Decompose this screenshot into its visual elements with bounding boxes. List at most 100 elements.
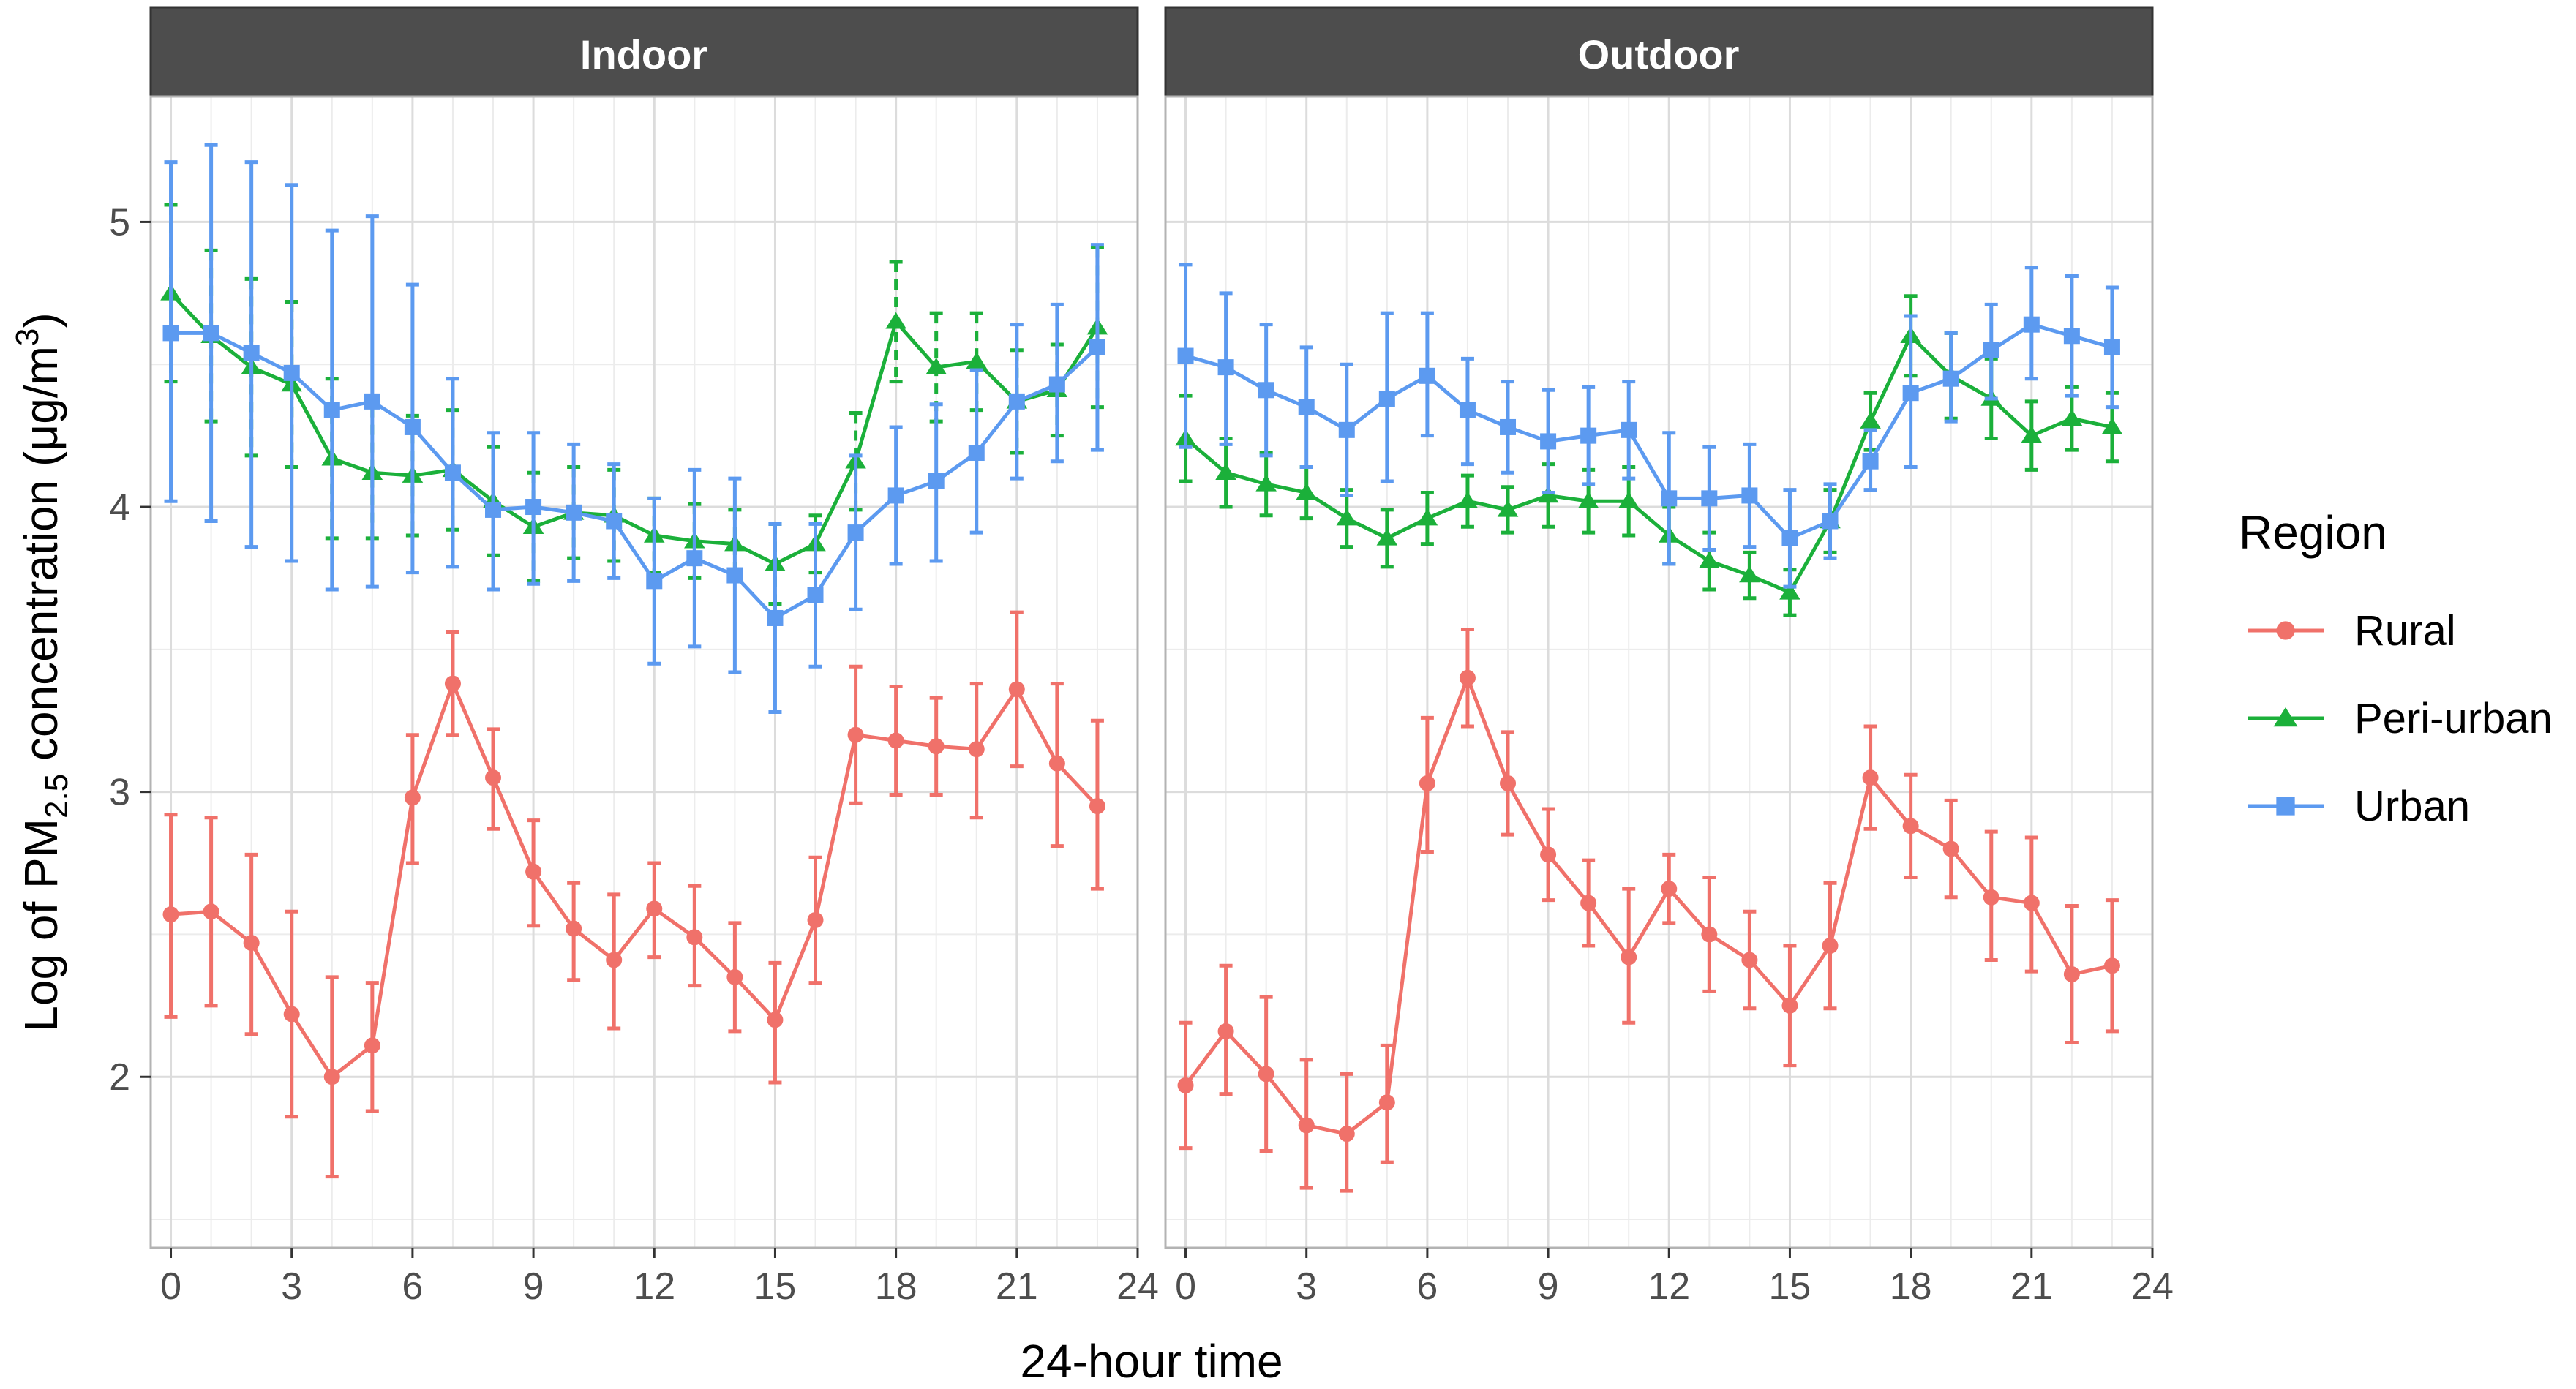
point-rural (1177, 1077, 1194, 1093)
point-urban (847, 524, 864, 541)
legend-label-rural: Rural (2354, 607, 2456, 655)
line-peri-urban (169, 292, 1100, 566)
point-urban (1540, 433, 1557, 450)
point-urban (2103, 339, 2120, 355)
legend-item-peri-urban: Peri-urban (2248, 695, 2553, 742)
point-rural (162, 906, 179, 923)
point-rural (767, 1012, 784, 1028)
point-rural (1942, 840, 1959, 857)
point-rural (686, 929, 703, 946)
x-tick-label: 24 (2131, 1265, 2174, 1308)
panel-indoor-title: Indoor (580, 31, 707, 78)
x-tick-label: 3 (281, 1265, 302, 1308)
point-rural (1701, 926, 1718, 943)
legend-key-marker-urban (2276, 797, 2295, 816)
point-urban (404, 418, 421, 435)
point-urban (566, 504, 582, 521)
point-urban (2063, 328, 2080, 345)
point-rural (887, 732, 904, 749)
x-tick-label: 6 (402, 1265, 423, 1308)
point-urban (1459, 402, 1476, 418)
point-rural (1298, 1117, 1315, 1134)
point-urban (1621, 421, 1637, 438)
point-urban (968, 445, 985, 462)
x-axis-title: 24-hour time (1020, 1335, 1283, 1388)
panel-outdoor-x-ticks: 0 3 6 9 12 15 18 21 24 (1175, 1248, 2174, 1308)
point-urban (1701, 490, 1718, 507)
point-rural (1338, 1126, 1355, 1143)
point-rural (323, 1069, 340, 1085)
point-rural (444, 675, 461, 692)
legend-items: Rural Peri-urban Urban (2248, 607, 2553, 830)
y-axis-title-mid: concentration (μg/m (15, 346, 67, 774)
panel-indoor-data (160, 143, 1108, 1179)
x-tick-label: 21 (2010, 1265, 2053, 1308)
point-urban (686, 550, 703, 567)
point-rural (606, 952, 623, 968)
y-axis-title: Log of PM2.5 concentration (μg/m3) (10, 312, 75, 1031)
point-rural (1008, 681, 1025, 698)
point-urban (1661, 490, 1678, 507)
point-rural (1459, 669, 1476, 686)
point-urban (1781, 530, 1798, 546)
point-urban (1177, 347, 1194, 364)
point-rural (1902, 818, 1919, 835)
x-tick-label: 21 (996, 1265, 1038, 1308)
point-urban (1580, 427, 1597, 444)
panel-indoor-strip (149, 6, 1139, 98)
series-outdoor-urban (1177, 263, 2120, 589)
x-tick-label: 12 (633, 1265, 675, 1308)
x-tick-label: 18 (875, 1265, 917, 1308)
point-urban (1378, 390, 1395, 407)
point-peri-urban (1699, 552, 1720, 568)
point-urban (1862, 453, 1879, 470)
point-rural (2103, 957, 2120, 974)
point-peri-urban (1779, 582, 1800, 600)
point-urban (1217, 359, 1234, 376)
point-peri-urban (1860, 412, 1881, 429)
y-tick-label: 3 (109, 772, 130, 814)
legend-key-marker-peri-urban (2273, 707, 2298, 727)
point-urban (1008, 393, 1025, 410)
point-rural (1217, 1023, 1234, 1039)
point-rural (646, 900, 663, 917)
point-rural (807, 911, 824, 928)
x-tick-label: 0 (1175, 1265, 1196, 1308)
point-rural (1580, 895, 1597, 911)
panel-indoor-border (149, 95, 1139, 1249)
y-tick-label: 2 (109, 1056, 130, 1099)
point-peri-urban (1457, 492, 1479, 508)
point-urban (887, 487, 904, 504)
y-axis-title-pre: Log of PM (15, 818, 67, 1032)
point-urban (1822, 513, 1839, 530)
legend: Region Rural Peri-urban Urban (2239, 506, 2553, 830)
point-urban (1089, 339, 1105, 355)
point-rural (404, 789, 421, 806)
point-rural (1378, 1094, 1395, 1111)
point-rural (566, 920, 582, 937)
legend-key-marker-rural (2276, 621, 2295, 640)
point-rural (1540, 846, 1557, 863)
point-peri-urban (1376, 528, 1398, 546)
series-indoor-urban (162, 143, 1105, 715)
point-rural (364, 1037, 380, 1054)
point-rural (1089, 798, 1105, 815)
x-tick-label: 12 (1648, 1265, 1690, 1308)
panel-indoor-plot-area (151, 97, 1138, 1248)
y-axis: 2 3 4 5 (109, 201, 151, 1099)
point-urban (928, 473, 945, 489)
point-peri-urban (1255, 474, 1277, 492)
panel-outdoor-title: Outdoor (1578, 31, 1740, 78)
point-urban (1048, 376, 1065, 393)
legend-label-urban: Urban (2354, 783, 2470, 830)
point-urban (1741, 487, 1758, 504)
point-urban (1500, 418, 1517, 435)
point-rural (283, 1006, 300, 1023)
point-peri-urban (1577, 492, 1599, 508)
point-rural (2063, 965, 2080, 982)
y-axis-title-subscript: 2.5 (39, 774, 75, 818)
legend-title: Region (2239, 506, 2387, 559)
point-rural (485, 769, 502, 786)
point-rural (726, 968, 743, 985)
point-rural (1500, 775, 1517, 791)
